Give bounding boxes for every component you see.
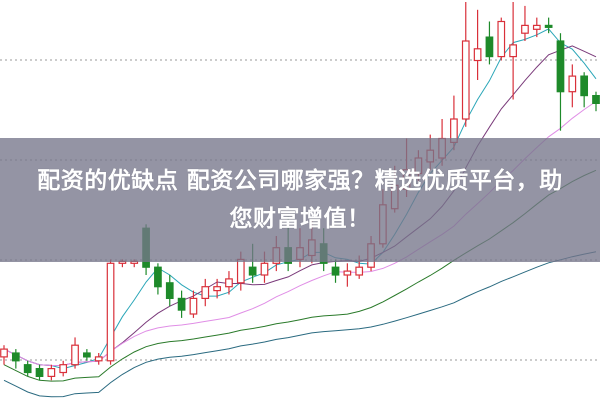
ma-line-60 — [3, 251, 597, 398]
candle-body — [225, 278, 233, 288]
candle — [544, 17, 553, 34]
candle — [201, 278, 210, 307]
candle-body — [497, 20, 506, 58]
candle — [521, 5, 529, 41]
candle — [94, 353, 103, 365]
candle-body — [165, 282, 174, 299]
candle-body — [248, 266, 257, 276]
candle-body — [532, 24, 541, 30]
candle — [0, 345, 8, 365]
candle-body — [473, 48, 482, 62]
candle-body — [0, 348, 8, 358]
candle-body — [83, 352, 91, 358]
candle-body — [556, 40, 565, 93]
candle — [331, 259, 340, 283]
candle — [189, 290, 198, 318]
candle-body — [509, 44, 517, 58]
candle — [485, 21, 494, 65]
candle-body — [213, 286, 221, 292]
candles — [0, 2, 600, 381]
candle-body — [521, 24, 529, 34]
candle — [497, 17, 506, 61]
candle-body — [343, 270, 352, 276]
candle-body — [94, 356, 103, 362]
candle-body — [331, 266, 340, 276]
candle-body — [201, 286, 210, 300]
candle-body — [568, 75, 577, 93]
candle-body — [236, 258, 245, 284]
candle — [11, 349, 20, 369]
candle-body — [592, 94, 600, 104]
candle — [580, 72, 589, 108]
banner-line-2: 您财富增值！ — [229, 206, 371, 232]
candle — [165, 275, 174, 307]
candle — [509, 2, 517, 100]
banner-line-1: 配资的优缺点 配资公司哪家强？精选优质平台，助 — [37, 168, 563, 194]
candle — [71, 337, 79, 369]
candle-body — [106, 262, 115, 362]
candle — [106, 259, 115, 365]
candle-body — [59, 364, 68, 374]
candle-body — [47, 368, 56, 378]
candle-body — [260, 262, 269, 276]
candle — [154, 263, 162, 295]
candle-body — [177, 297, 186, 311]
candle — [35, 364, 44, 381]
candle-body — [355, 266, 364, 276]
candle — [568, 64, 577, 108]
candle-body — [580, 75, 589, 97]
title-banner: 配资的优缺点 配资公司哪家强？精选优质平台，助 您财富增值！ — [0, 138, 600, 262]
candle-body — [71, 344, 79, 366]
candle-body — [154, 266, 162, 288]
candle — [83, 349, 91, 361]
candle — [213, 278, 221, 299]
candle — [473, 9, 482, 80]
candle — [592, 91, 600, 112]
candle-body — [189, 297, 198, 315]
candle — [177, 290, 186, 318]
candle-body — [11, 352, 20, 362]
candle — [532, 17, 541, 38]
candle-body — [461, 40, 470, 120]
candle — [461, 2, 470, 127]
candle-body — [23, 364, 32, 374]
candle — [59, 360, 68, 377]
candle-body — [35, 368, 44, 378]
candle — [556, 33, 565, 131]
candle — [47, 364, 56, 381]
candle-body — [485, 36, 494, 58]
candle-body — [544, 24, 553, 28]
candle — [343, 263, 352, 287]
candle — [225, 271, 233, 295]
candle — [23, 360, 32, 377]
